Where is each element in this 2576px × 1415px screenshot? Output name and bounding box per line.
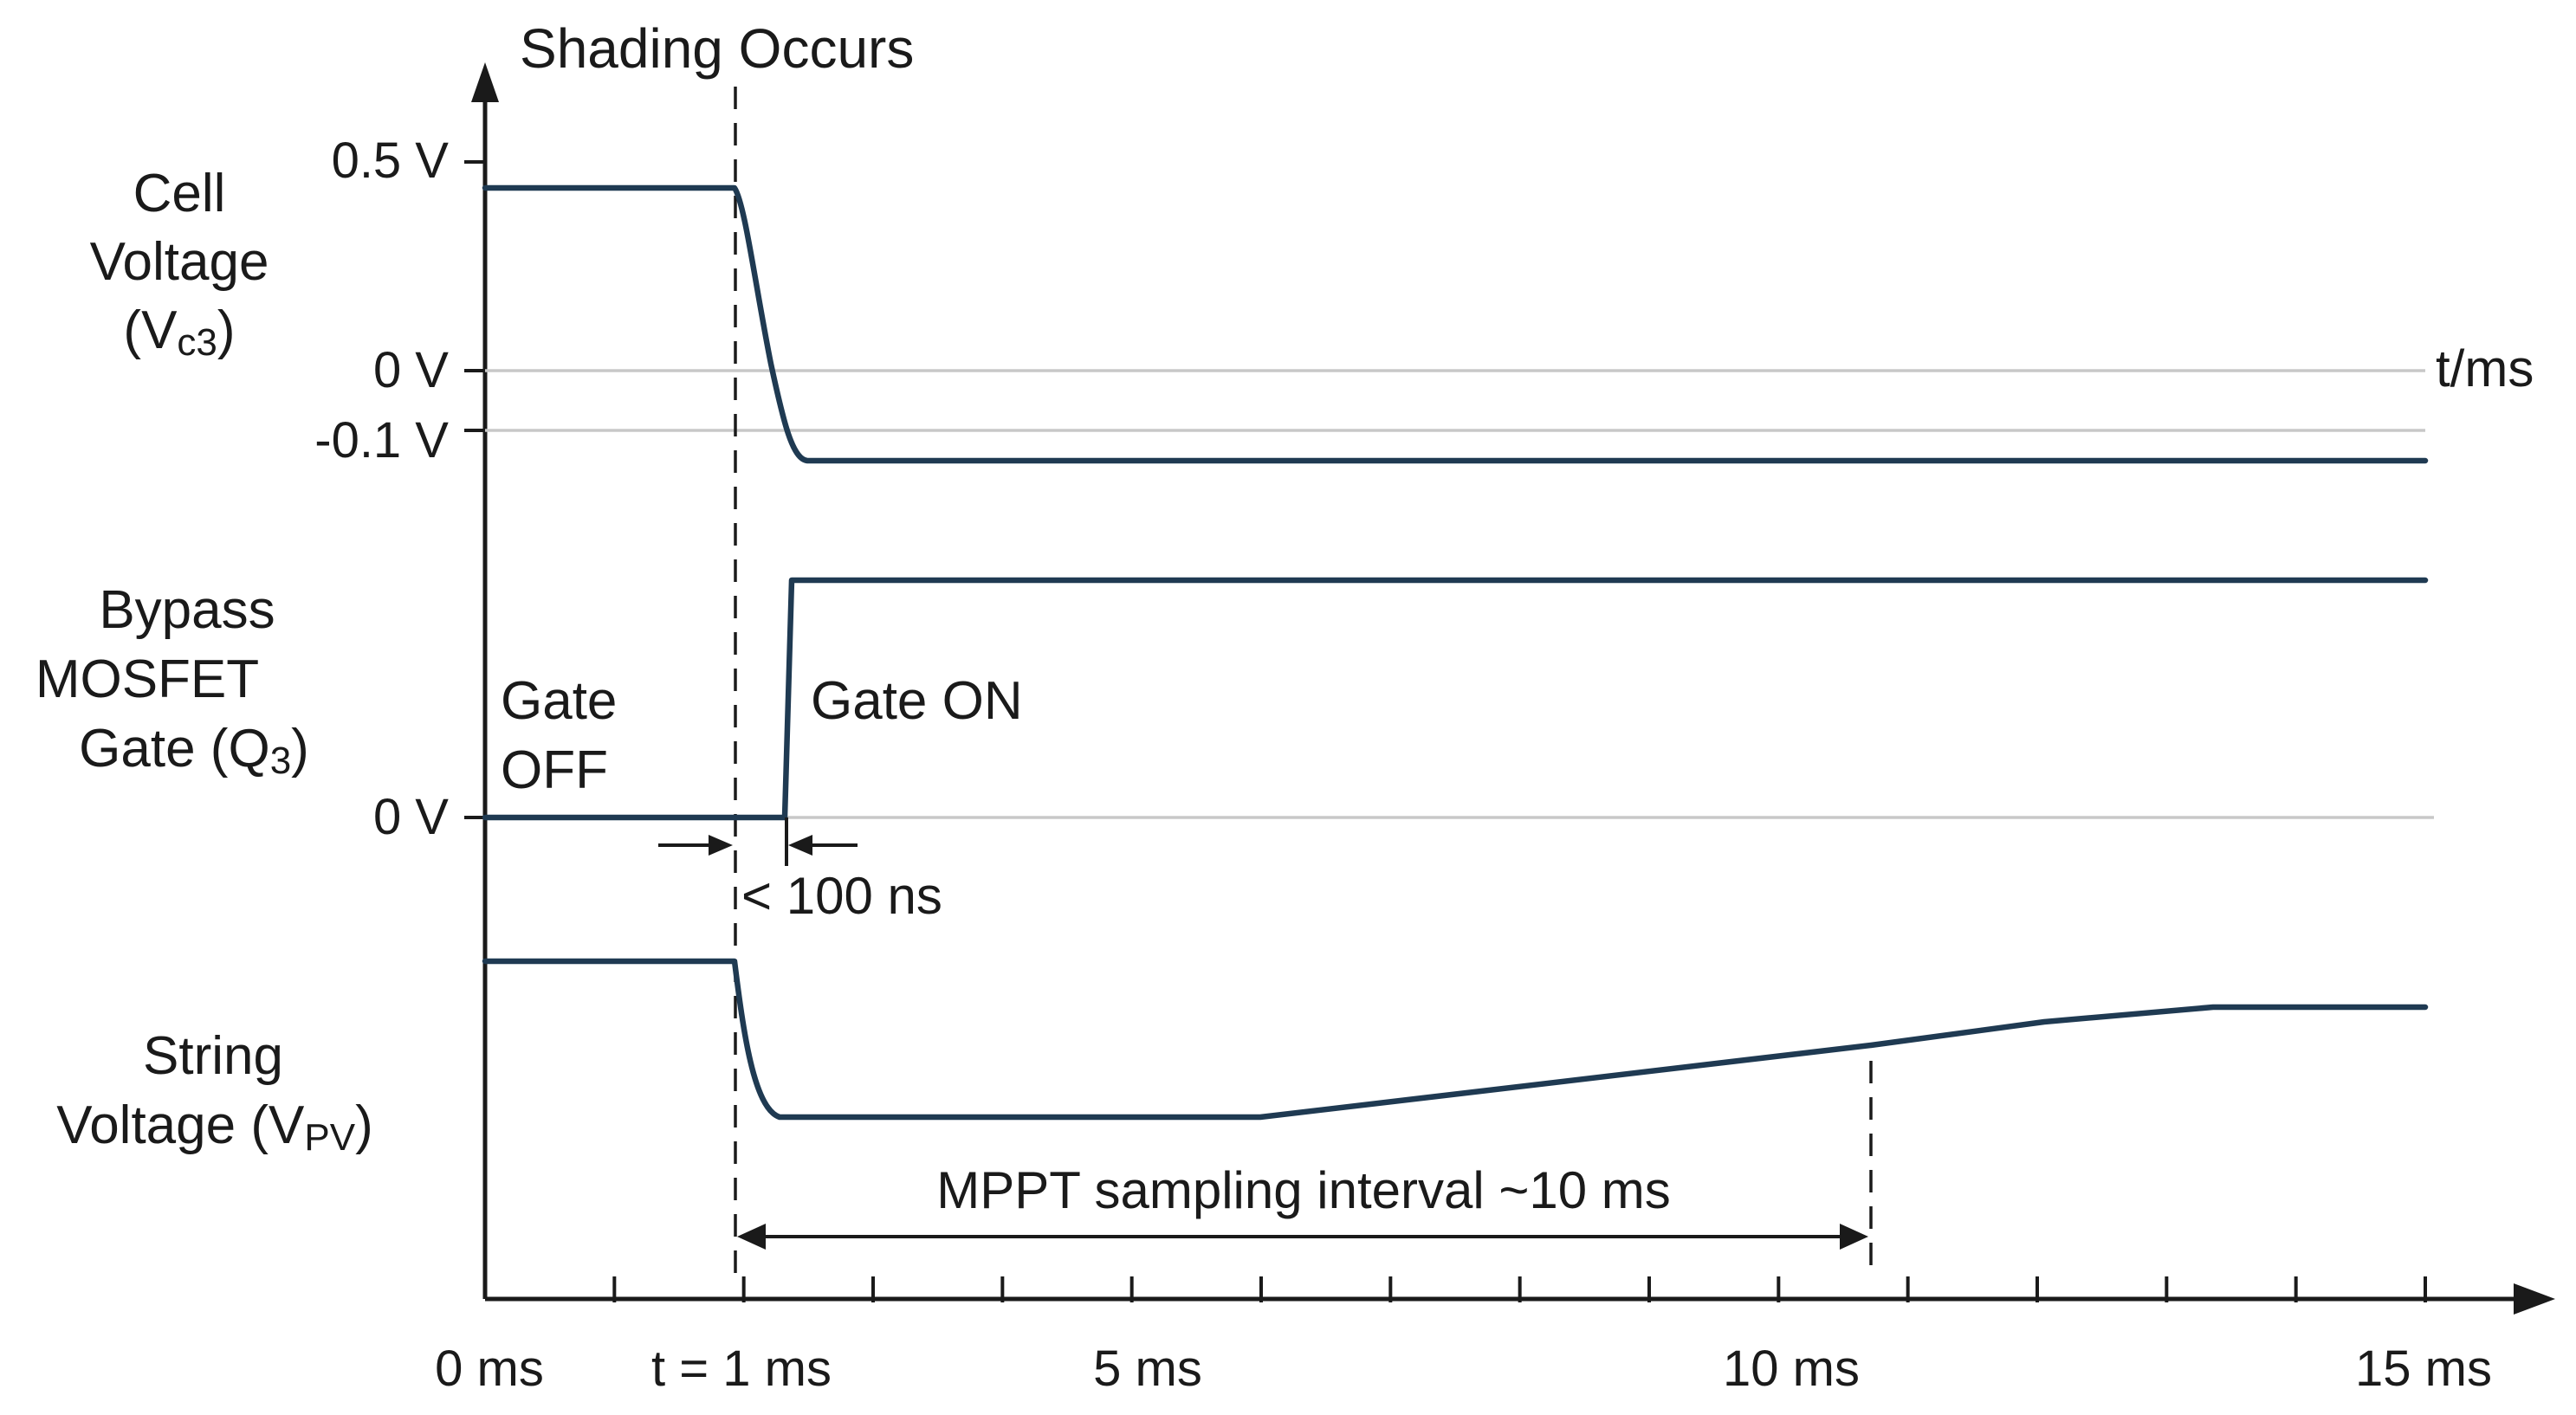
time-unit-label: t/ms <box>2436 339 2534 397</box>
cell-tick-label-minus-0-1v: -0.1 V <box>314 412 449 468</box>
time-label-10ms: 10 ms <box>1723 1341 1860 1397</box>
string-voltage-label-line2: Voltage (VPV) <box>56 1095 372 1159</box>
gate-on-label: Gate ON <box>811 671 1023 731</box>
time-label-0ms: 0 ms <box>435 1341 544 1397</box>
time-label-15ms: 15 ms <box>2355 1341 2492 1397</box>
mppt-interval-label: MPPT sampling interval ~10 ms <box>936 1161 1671 1219</box>
cell-voltage-trace <box>482 184 2429 464</box>
time-axis-ticks <box>612 1276 2427 1302</box>
gate-label-line3: Gate (Q3) <box>79 719 309 782</box>
time-label-5ms: 5 ms <box>1093 1341 1202 1397</box>
cell-voltage-symbol: (Vc3) <box>123 300 235 364</box>
cell-voltage-label-line1: Cell <box>133 164 226 223</box>
mppt-interval-left-arrowhead <box>737 1224 766 1250</box>
time-label-1ms: t = 1 ms <box>651 1341 832 1397</box>
mppt-interval-right-arrowhead <box>1840 1224 1868 1250</box>
time-axis-arrowhead <box>2514 1283 2555 1315</box>
cell-tick-label-0-5v: 0.5 V <box>332 132 450 189</box>
string-voltage-trace <box>482 958 2429 1121</box>
string-voltage-label-line1: String <box>143 1026 283 1086</box>
gate-off-label-line2: OFF <box>501 740 608 800</box>
gate-label-line2: MOSFET <box>36 649 259 709</box>
delay-right-arrowhead <box>788 835 812 856</box>
switch-delay-label: < 100 ns <box>741 867 942 925</box>
gate-trace <box>482 577 2429 821</box>
gate-tick-label-0v: 0 V <box>373 789 449 845</box>
cell-voltage-label-line2: Voltage <box>90 232 269 292</box>
vertical-axis-arrowhead <box>471 62 499 102</box>
delay-left-arrowhead <box>709 835 733 856</box>
gate-label-line1: Bypass <box>99 580 275 640</box>
cell-tick-label-0v: 0 V <box>373 342 449 398</box>
gate-off-label-line1: Gate <box>501 671 617 731</box>
shading-occurs-label: Shading Occurs <box>520 17 914 80</box>
